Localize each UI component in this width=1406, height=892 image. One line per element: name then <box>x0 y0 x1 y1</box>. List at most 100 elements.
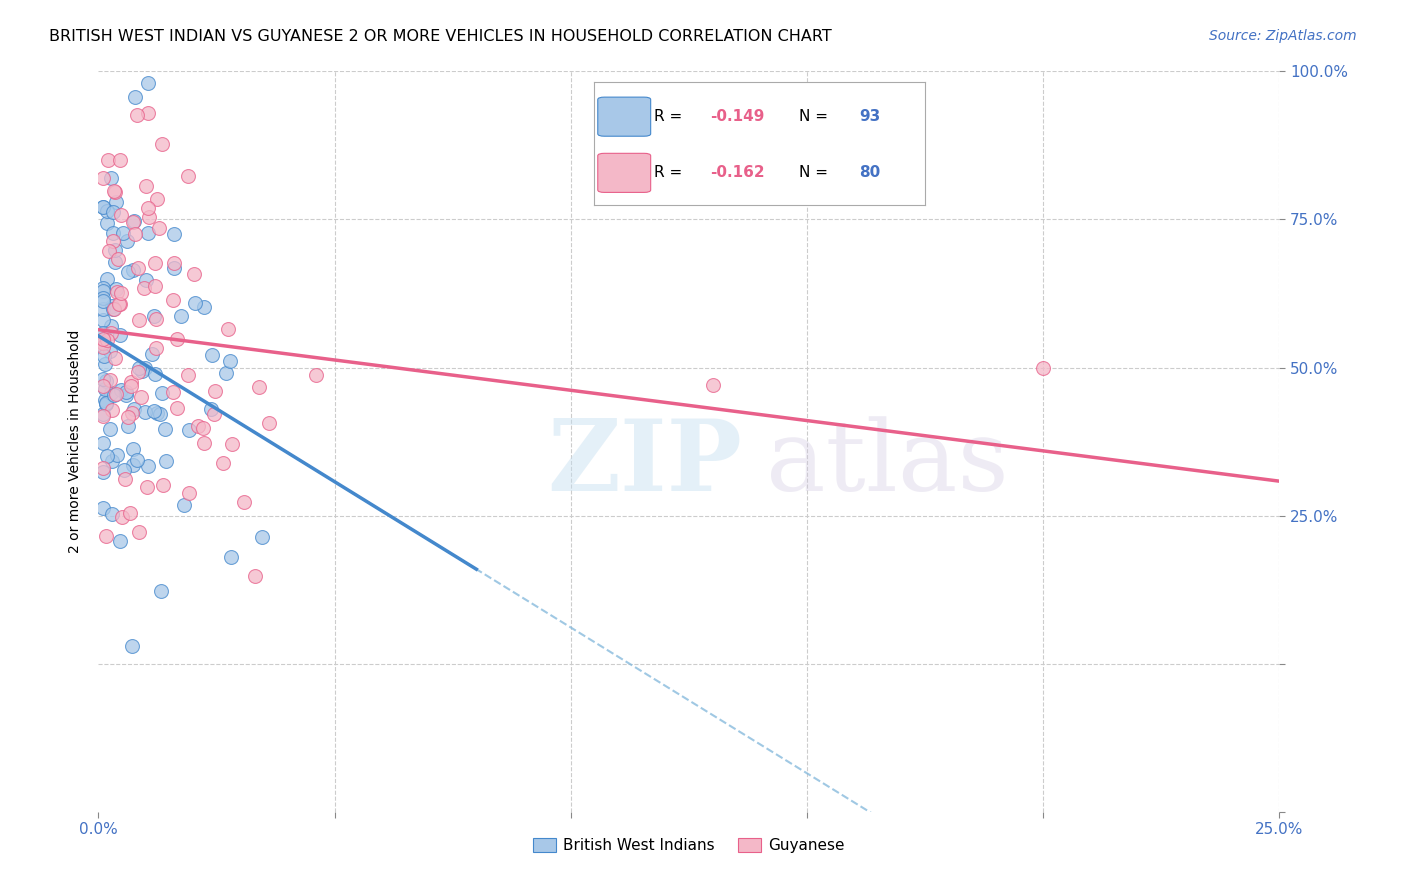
Point <box>103 388 125 402</box>
Point <box>112 462 135 476</box>
Point <box>115 234 138 248</box>
Point <box>177 169 200 183</box>
Point <box>101 507 124 521</box>
Point <box>143 256 166 270</box>
Point <box>91 301 114 316</box>
Point <box>101 234 124 248</box>
Point <box>221 437 243 451</box>
Point <box>127 261 149 276</box>
Point <box>138 210 160 224</box>
Point <box>166 401 188 416</box>
Point <box>183 267 205 281</box>
Point <box>101 300 124 314</box>
Point <box>91 293 114 308</box>
Point <box>148 221 170 235</box>
Point <box>702 378 724 392</box>
Point <box>155 454 177 468</box>
Point <box>124 227 146 242</box>
Point <box>232 495 254 509</box>
Point <box>91 291 114 305</box>
Point <box>134 361 156 376</box>
Point <box>97 244 120 258</box>
Point <box>134 404 156 418</box>
Point <box>162 293 184 308</box>
Point <box>91 326 114 340</box>
Point <box>101 453 124 467</box>
Point <box>1032 360 1054 375</box>
Point <box>91 409 114 424</box>
Y-axis label: 2 or more Vehicles in Household: 2 or more Vehicles in Household <box>69 330 83 553</box>
Point <box>136 76 159 90</box>
Point <box>108 296 131 310</box>
Point <box>243 569 266 583</box>
Point <box>252 530 274 544</box>
Point <box>215 366 238 380</box>
Point <box>120 506 142 520</box>
Point <box>187 418 209 433</box>
Point <box>120 376 142 390</box>
Point <box>91 407 114 421</box>
Point <box>104 243 127 257</box>
Point <box>103 227 125 241</box>
Point <box>110 285 132 300</box>
Point <box>132 281 155 295</box>
Point <box>91 379 114 393</box>
Point <box>103 184 125 198</box>
Point <box>143 309 166 323</box>
Point <box>177 486 200 500</box>
Point <box>135 179 157 194</box>
Point <box>124 89 146 103</box>
Point <box>305 368 328 382</box>
Point <box>179 423 201 437</box>
Point <box>93 332 115 346</box>
Point <box>91 336 114 351</box>
Point <box>104 351 127 365</box>
Point <box>162 385 184 400</box>
Point <box>136 106 159 120</box>
Point <box>163 261 186 276</box>
Point <box>100 344 122 359</box>
Point <box>247 379 270 393</box>
Point <box>104 282 127 296</box>
Point <box>136 226 159 240</box>
Point <box>117 265 139 279</box>
Point <box>122 401 145 416</box>
Point <box>143 367 166 381</box>
Point <box>191 421 214 435</box>
Point <box>94 382 117 396</box>
Point <box>136 201 159 215</box>
Point <box>100 402 122 417</box>
Point <box>143 404 166 418</box>
Point <box>143 279 166 293</box>
Point <box>146 192 169 206</box>
Point <box>91 372 114 386</box>
Point <box>122 213 145 227</box>
Point <box>184 296 207 310</box>
Point <box>110 153 132 167</box>
Point <box>94 396 117 410</box>
Point <box>153 422 176 436</box>
Point <box>105 285 128 300</box>
Point <box>201 348 224 362</box>
Point <box>91 460 114 475</box>
Point <box>120 379 142 393</box>
Point <box>115 384 138 399</box>
Point <box>117 419 139 434</box>
Point <box>91 339 114 353</box>
Point <box>97 153 120 167</box>
Point <box>105 449 128 463</box>
Point <box>103 205 125 219</box>
Point <box>122 263 145 277</box>
Point <box>128 361 150 376</box>
Point <box>105 194 128 209</box>
Point <box>145 311 167 326</box>
Point <box>121 639 143 653</box>
Point <box>91 284 114 298</box>
Point <box>110 208 132 222</box>
Point <box>96 272 118 286</box>
Point <box>193 435 215 450</box>
Point <box>150 136 173 151</box>
Point <box>121 442 143 456</box>
Point <box>110 533 132 548</box>
Point <box>149 583 172 598</box>
